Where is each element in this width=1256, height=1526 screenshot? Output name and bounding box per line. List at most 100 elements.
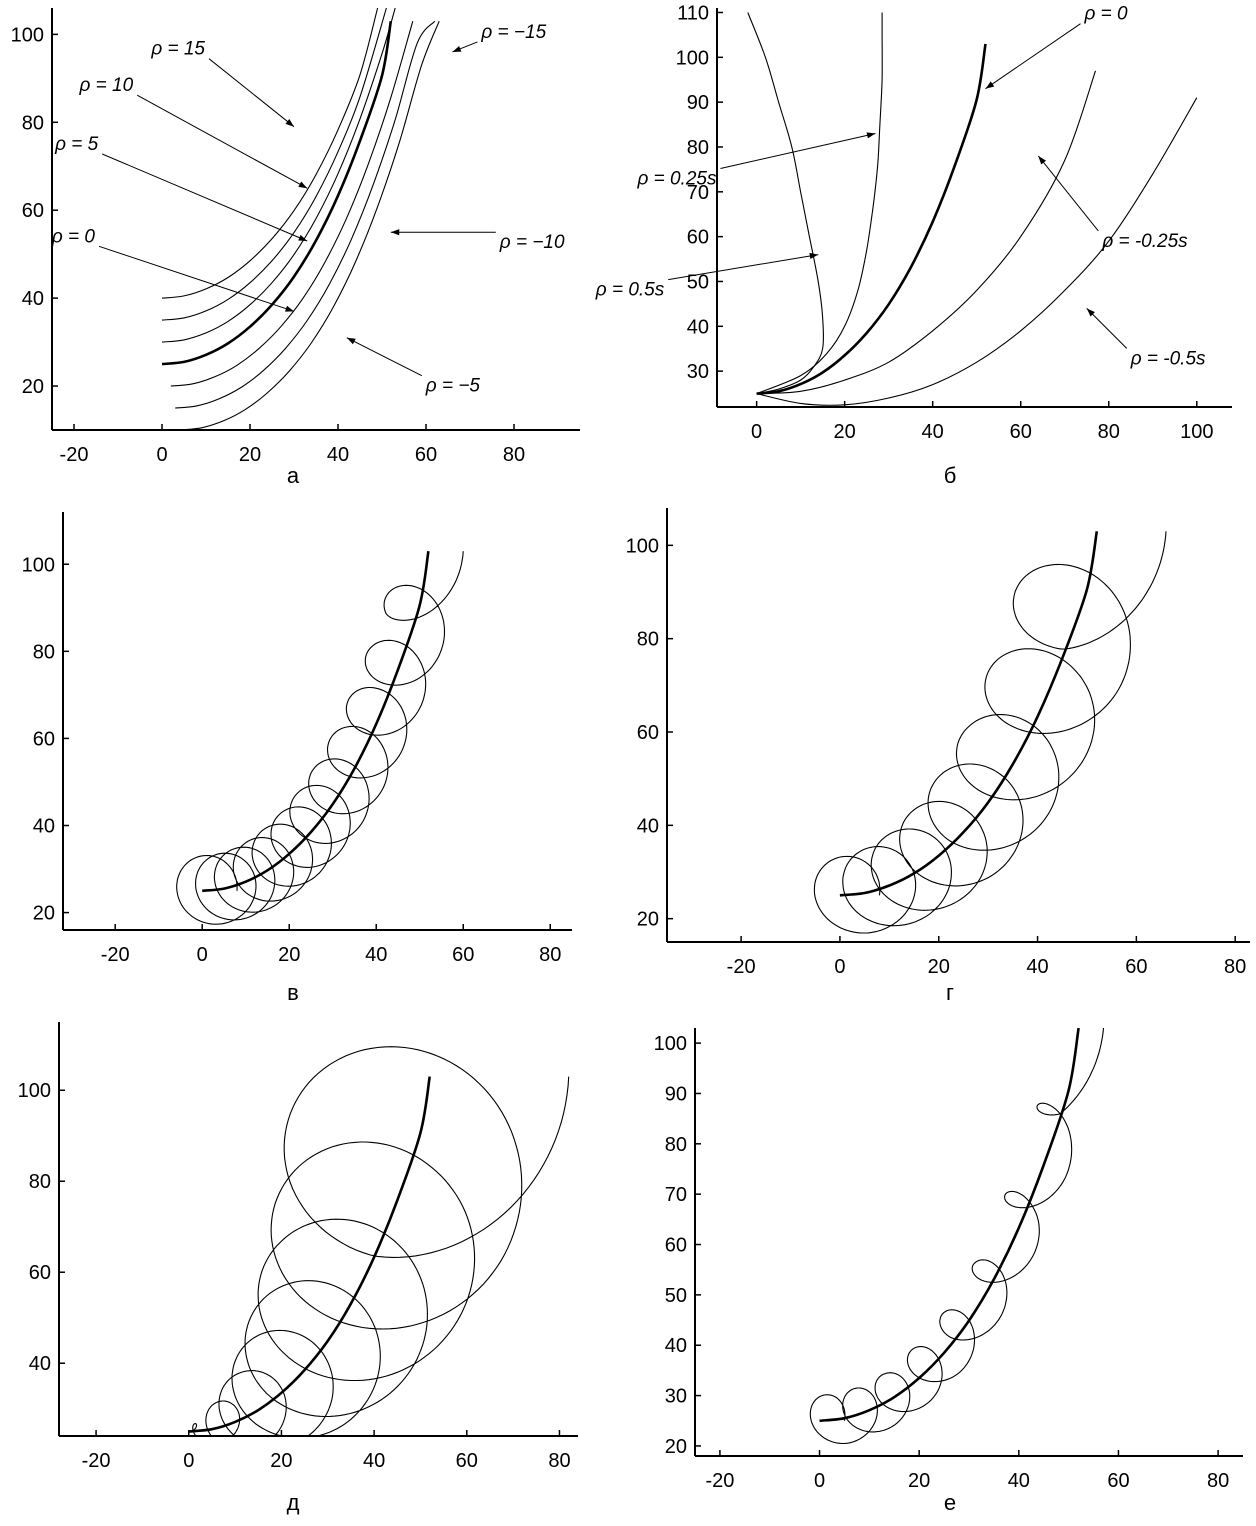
series-rho-0 xyxy=(819,1028,1080,1423)
panel-label: в xyxy=(287,980,299,1005)
annotation-arrowhead xyxy=(985,81,995,89)
x-tick-label: -20 xyxy=(727,956,756,978)
y-tick-label: 80 xyxy=(637,629,659,651)
y-tick-label: 100 xyxy=(11,24,44,46)
x-tick-label: 60 xyxy=(452,944,474,966)
x-tick-label: 60 xyxy=(456,1450,478,1472)
y-tick-label: 50 xyxy=(665,1285,687,1307)
y-tick-label: 90 xyxy=(687,92,709,114)
annotation-label: ρ = −15 xyxy=(480,22,546,43)
y-tick-label: 80 xyxy=(665,1134,687,1156)
y-tick-label: 80 xyxy=(687,137,709,159)
annotation-arrowhead xyxy=(1086,308,1095,317)
y-tick-label: 80 xyxy=(33,641,55,663)
annotation-leader xyxy=(1037,155,1099,232)
annotation-leader xyxy=(1086,308,1128,349)
y-tick-label: 100 xyxy=(626,535,659,557)
trajectory-loop xyxy=(176,551,464,925)
plot-area xyxy=(747,12,1198,406)
x-tick-label: 0 xyxy=(751,421,762,443)
x-tick-label: 60 xyxy=(1010,421,1032,443)
x-tick-label: 20 xyxy=(270,1450,292,1472)
y-tick-label: 20 xyxy=(665,1436,687,1458)
y-tick-label: 40 xyxy=(29,1353,51,1375)
series-line-7 xyxy=(185,20,440,429)
annotation-label: ρ = 15 xyxy=(150,39,205,60)
annotation-leader xyxy=(98,245,295,312)
y-tick-label: 40 xyxy=(22,288,44,310)
series-rho-0 xyxy=(202,551,430,893)
y-tick-label: 60 xyxy=(22,200,44,222)
plot-area xyxy=(176,551,464,925)
annotation-label: ρ = 0.25s xyxy=(636,169,717,190)
plot-area xyxy=(809,1028,1105,1445)
x-tick-label: 60 xyxy=(1107,1470,1129,1492)
y-tick-label: 60 xyxy=(637,722,659,744)
y-tick-label: 60 xyxy=(687,227,709,249)
annotation-label: ρ = −5 xyxy=(425,376,481,397)
y-tick-label: 80 xyxy=(22,112,44,134)
annotation-arrowhead xyxy=(866,132,876,139)
y-tick-label: 50 xyxy=(687,271,709,293)
annotation-label: ρ = −10 xyxy=(499,232,565,253)
panel-label: е xyxy=(944,1490,956,1515)
chart-panel-5: -20 0 20 40 60 80 40 60 80 100 д xyxy=(18,1022,578,1515)
series-line-4 xyxy=(756,70,1097,395)
x-tick-label: -20 xyxy=(101,944,130,966)
annotation-arrowhead xyxy=(390,229,400,236)
x-tick-label: 80 xyxy=(1224,956,1246,978)
x-tick-label: 20 xyxy=(834,421,856,443)
x-tick-label: 40 xyxy=(327,444,349,466)
x-tick-label: 60 xyxy=(1125,956,1147,978)
x-tick-label: 40 xyxy=(922,421,944,443)
y-tick-label: 40 xyxy=(687,316,709,338)
series-line-1 xyxy=(161,8,379,299)
annotation-arrowhead xyxy=(809,252,819,260)
trajectory-loop xyxy=(190,1046,570,1435)
trajectory-loop xyxy=(809,1028,1105,1445)
x-tick-label: 0 xyxy=(197,944,208,966)
annotation-leader xyxy=(985,23,1081,90)
x-tick-label: 40 xyxy=(1008,1470,1030,1492)
annotation-leader xyxy=(208,58,295,128)
x-tick-label: 20 xyxy=(908,1470,930,1492)
x-tick-label: 0 xyxy=(156,444,167,466)
plot-area xyxy=(813,531,1167,934)
x-tick-label: 80 xyxy=(1207,1470,1229,1492)
annotation-label: ρ = 0.5s xyxy=(595,280,665,301)
plot-area xyxy=(161,8,440,429)
series-line-2 xyxy=(161,8,387,321)
x-tick-label: 0 xyxy=(814,1470,825,1492)
panel-label: д xyxy=(287,1490,300,1515)
y-tick-label: 60 xyxy=(665,1235,687,1257)
series-line-5 xyxy=(756,97,1198,406)
annotation-arrowhead xyxy=(452,45,462,52)
series-line-3 xyxy=(161,8,396,343)
y-tick-label: 110 xyxy=(677,2,709,24)
annotation-label: ρ = -0.25s xyxy=(1101,231,1188,252)
annotation-leader xyxy=(720,133,876,170)
x-tick-label: 80 xyxy=(548,1450,570,1472)
y-tick-label: 60 xyxy=(29,1262,51,1284)
panel-label: б xyxy=(944,463,957,488)
annotation-label: ρ = 10 xyxy=(79,75,134,96)
annotation-leader xyxy=(668,254,819,281)
y-tick-label: 40 xyxy=(665,1335,687,1357)
chart-panel-2: 0 20 40 60 80 100 30 40 50 60 70 80 90 100 110 ρ = 0 ρ =… xyxy=(595,2,1232,488)
annotation-label: ρ = -0.5s xyxy=(1130,348,1206,369)
y-tick-label: 100 xyxy=(22,554,55,576)
series-line-1 xyxy=(747,12,825,395)
series-rho-0 xyxy=(161,20,393,366)
y-tick-label: 100 xyxy=(18,1080,51,1102)
chart-panel-3: -20 0 20 40 60 80 20 40 60 80 100 в xyxy=(22,512,572,1005)
x-tick-label: 40 xyxy=(365,944,387,966)
x-tick-label: 0 xyxy=(834,956,845,978)
panel-label: г xyxy=(946,980,954,1005)
x-tick-label: -20 xyxy=(705,1470,734,1492)
annotation-label: ρ = 5 xyxy=(54,134,99,155)
x-tick-label: 80 xyxy=(539,944,561,966)
x-tick-label: 20 xyxy=(239,444,261,466)
series-line-2 xyxy=(756,12,883,395)
y-tick-label: 90 xyxy=(665,1083,687,1105)
